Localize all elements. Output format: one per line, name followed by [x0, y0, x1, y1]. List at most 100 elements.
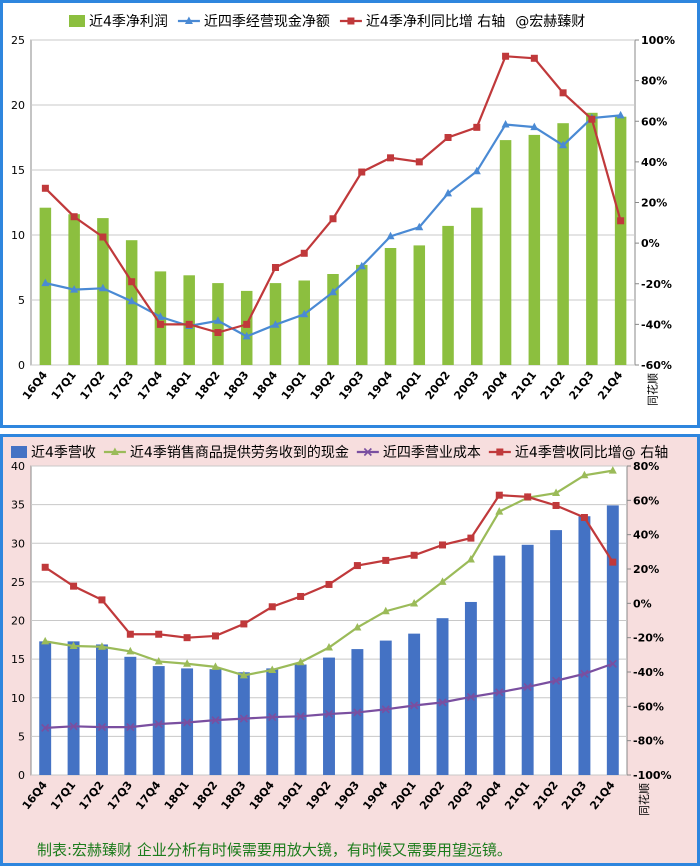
revenue-bar — [436, 618, 449, 775]
profit-point — [329, 215, 337, 223]
profit-point — [559, 89, 567, 97]
revenue-x-tick-label: 18Q4 — [247, 778, 277, 812]
revenue-point — [580, 470, 589, 479]
revenue-bar — [266, 668, 279, 775]
revenue-point — [552, 488, 561, 497]
revenue-point — [325, 580, 333, 588]
revenue-y-tick-label: 25 — [11, 576, 25, 589]
profit-bar — [39, 207, 52, 365]
revenue-legend-label: 近4季销售商品提供劳务收到的现金 — [130, 445, 349, 461]
profit-bar — [614, 116, 627, 365]
profit-point — [185, 320, 193, 328]
revenue-y-tick-label: 10 — [11, 692, 25, 705]
revenue-point — [268, 603, 276, 611]
revenue-x-tick-label: 20Q3 — [445, 779, 475, 812]
revenue-y2-tick-label: 80% — [633, 460, 659, 473]
revenue-legend-marker — [110, 447, 119, 455]
revenue-point — [211, 662, 220, 670]
revenue-point — [381, 705, 390, 714]
revenue-point — [324, 709, 334, 719]
revenue-x-tick-label: 17Q1 — [48, 779, 78, 812]
revenue-bar — [606, 505, 619, 775]
revenue-point — [69, 722, 78, 731]
profit-point — [300, 309, 309, 318]
profit-x-tick-label: 19Q1 — [279, 369, 309, 402]
profit-point — [415, 222, 424, 231]
revenue-point — [97, 723, 107, 732]
revenue-point — [580, 514, 588, 521]
revenue-bar — [379, 640, 392, 775]
profit-x-tick-label: 17Q2 — [77, 369, 107, 402]
revenue-x-tick-label: 17Q2 — [77, 779, 107, 812]
revenue-x-tick-label: 18Q1 — [162, 779, 192, 812]
profit-point — [472, 166, 481, 175]
profit-bar — [356, 264, 368, 365]
revenue-point — [410, 701, 419, 710]
revenue-point — [41, 723, 50, 732]
profit-legend-title: @宏赫臻财 — [515, 14, 585, 30]
profit-y2-tick-label: 80% — [641, 75, 667, 88]
revenue-x-tick-label: 17Q4 — [133, 778, 163, 812]
profit-point — [127, 296, 136, 305]
revenue-bar — [464, 601, 477, 775]
revenue-point — [609, 558, 617, 566]
revenue-x-tick-label: 20Q2 — [417, 779, 447, 812]
revenue-legend-label: 近四季营业成本 — [383, 445, 481, 461]
revenue-point — [523, 682, 532, 692]
profit-bar — [212, 283, 224, 365]
profit-x-tick-label: 21Q1 — [509, 369, 539, 402]
revenue-bar — [521, 544, 534, 775]
profit-y2-tick-label: -20% — [641, 278, 672, 291]
revenue-point — [353, 708, 362, 717]
profit-point — [415, 158, 423, 166]
revenue-point — [239, 714, 248, 723]
revenue-point — [183, 634, 191, 642]
profit-point — [444, 188, 453, 197]
revenue-point — [183, 659, 192, 667]
profit-y-tick-label: 20 — [11, 99, 25, 112]
profit-point — [473, 123, 481, 131]
profit-point — [329, 287, 337, 296]
revenue-y-tick-label: 30 — [11, 537, 25, 550]
revenue-point — [297, 592, 305, 600]
profit-x-tick-label: 17Q4 — [135, 368, 165, 402]
revenue-point — [155, 630, 163, 638]
revenue-legend-marker — [496, 448, 504, 456]
revenue-bar — [493, 555, 506, 775]
profit-x-tick-label: 17Q3 — [106, 369, 136, 402]
revenue-point — [41, 563, 49, 571]
revenue-point — [466, 692, 475, 702]
revenue-point — [296, 712, 305, 721]
profit-y-tick-label: 0 — [18, 359, 25, 372]
revenue-point — [410, 599, 419, 607]
revenue-bar — [294, 664, 307, 775]
revenue-x-tick-label: 19Q1 — [275, 779, 305, 812]
revenue-y2-tick-label: 60% — [633, 494, 659, 507]
profit-bar — [586, 112, 598, 365]
revenue-y2-tick-label: -60% — [633, 700, 664, 713]
profit-y2-tick-label: -60% — [641, 359, 672, 372]
profit-point — [156, 320, 164, 328]
profit-point — [271, 264, 279, 271]
revenue-legend-swatch — [11, 446, 27, 458]
profit-bar — [240, 290, 253, 365]
revenue-point — [239, 670, 248, 679]
revenue-y-tick-label: 40 — [11, 460, 25, 473]
revenue-point — [183, 718, 192, 727]
revenue-bar — [39, 641, 52, 775]
revenue-bar — [95, 644, 108, 775]
revenue-y2-tick-label: -40% — [633, 666, 664, 679]
chart-revenue: 0 5 10 15 20 25 30 35 40 -100% -80% -60% -40% -20% 0% 2… — [11, 445, 672, 816]
chart-panel-revenue: 0 5 10 15 20 25 30 35 40 -100% -80% -60% -40% -20% 0% 2… — [0, 434, 700, 866]
profit-legend-label: 近4季净利润 — [89, 14, 168, 30]
profit-point — [242, 331, 251, 340]
revenue-bar — [408, 633, 421, 775]
profit-source-label: 同花顺 — [646, 373, 659, 406]
revenue-point — [495, 491, 503, 499]
profit-x-tick-label: 19Q2 — [308, 369, 338, 402]
profit-point — [386, 231, 395, 240]
profit-point — [358, 168, 366, 176]
profit-legend-marker — [184, 16, 193, 24]
revenue-point — [154, 719, 163, 729]
revenue-y-tick-label: 5 — [18, 730, 25, 743]
